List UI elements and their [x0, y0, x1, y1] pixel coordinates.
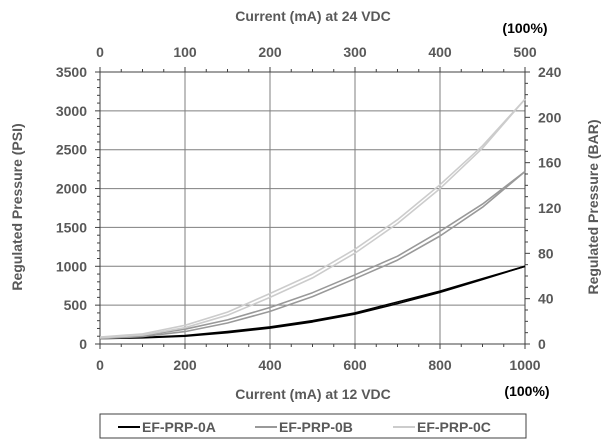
x-tick-label: 200	[173, 357, 197, 373]
y2-tick-label: 200	[538, 109, 562, 125]
y2-tick-label: 80	[538, 245, 554, 261]
top-tick-label: 100	[173, 44, 197, 60]
series-ef-prp-0a	[99, 265, 526, 340]
y2-tick-label: 240	[538, 64, 562, 80]
top-tick-label: 200	[258, 44, 282, 60]
series-line	[99, 170, 526, 339]
x-tick-label: 400	[258, 357, 282, 373]
y2-tick-label: 120	[538, 200, 562, 216]
x-tick-label: 0	[96, 357, 104, 373]
top-corner-note: (100%)	[502, 20, 547, 36]
series-line	[99, 98, 526, 338]
y-tick-label: 500	[64, 297, 88, 313]
top-tick-label: 500	[513, 44, 537, 60]
legend-item: EF-PRP-0B	[255, 419, 353, 435]
left-axis-tick-labels: 0 500 1000 1500 2000 2500 3000 3500	[56, 64, 87, 352]
y2-tick-label: 160	[538, 155, 562, 171]
series-ef-prp-0b	[99, 170, 526, 340]
legend-item: EF-PRP-0C	[393, 419, 491, 435]
x-tick-label: 800	[428, 357, 452, 373]
bottom-corner-note: (100%)	[504, 383, 549, 399]
y-axis-title: Regulated Pressure (PSI)	[9, 123, 25, 290]
top-tick-label: 300	[343, 44, 367, 60]
right-axis-tick-labels: 0 40 80 120 160 200 240	[538, 64, 562, 352]
y-tick-label: 2000	[56, 181, 87, 197]
top-tick-label: 0	[96, 44, 104, 60]
tick-marks	[95, 67, 530, 349]
top-axis-tick-labels: 0 100 200 300 400 500	[96, 44, 537, 60]
plot-area-border	[99, 71, 526, 345]
top-tick-label: 400	[428, 44, 452, 60]
series-line	[99, 98, 526, 339]
top-axis-title: Current (mA) at 24 VDC	[235, 8, 391, 24]
y2-tick-label: 0	[538, 336, 546, 352]
y-tick-label: 0	[79, 336, 87, 352]
legend-box	[99, 413, 527, 439]
series-line	[99, 265, 526, 340]
y2-tick-label: 40	[538, 291, 554, 307]
x-tick-label: 600	[343, 357, 367, 373]
y-tick-label: 3500	[56, 64, 87, 80]
y2-axis-title: Regulated Pressure (BAR)	[585, 119, 601, 294]
series-ef-prp-0c	[99, 98, 526, 339]
series-lines	[99, 98, 526, 340]
y-tick-label: 1000	[56, 258, 87, 274]
y-tick-label: 1500	[56, 219, 87, 235]
legend-item: EF-PRP-0A	[118, 419, 216, 435]
grid-lines	[99, 71, 526, 345]
legend: EF-PRP-0A EF-PRP-0B EF-PRP-0C	[99, 413, 527, 439]
legend-label: EF-PRP-0C	[417, 419, 491, 435]
x-axis-title: Current (mA) at 12 VDC	[235, 386, 391, 402]
series-line	[99, 170, 526, 340]
y-tick-label: 2500	[56, 142, 87, 158]
legend-label: EF-PRP-0B	[279, 419, 353, 435]
bottom-axis-tick-labels: 0 200 400 600 800 1000	[96, 357, 541, 373]
x-tick-label: 1000	[509, 357, 540, 373]
legend-label: EF-PRP-0A	[142, 419, 216, 435]
y-tick-label: 3000	[56, 103, 87, 119]
